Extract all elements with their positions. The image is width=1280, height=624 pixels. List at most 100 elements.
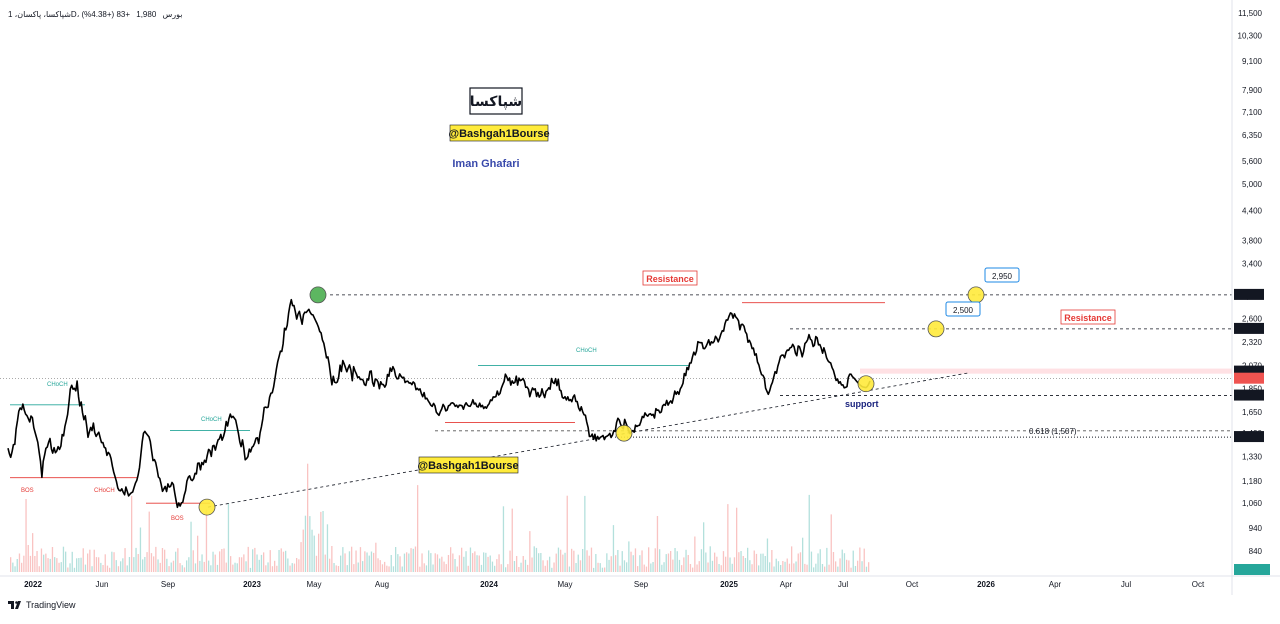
- volume-bar: [329, 558, 331, 572]
- volume-bar: [835, 561, 837, 572]
- volume-bar: [307, 463, 309, 572]
- volume-bar: [841, 549, 843, 572]
- volume-bar: [667, 553, 670, 572]
- volume-bar: [502, 506, 505, 572]
- volume-bar: [78, 558, 80, 572]
- volume-bar: [821, 564, 824, 572]
- volume-bar: [780, 565, 782, 572]
- volume-bar: [762, 553, 764, 572]
- choch-label-2: CHoCH: [201, 417, 222, 423]
- volume-bar: [436, 554, 439, 572]
- volume-bar: [179, 563, 181, 572]
- volume-bar: [337, 566, 340, 572]
- volume-bar: [238, 557, 241, 572]
- volume-bar: [659, 549, 661, 572]
- volume-bar: [731, 563, 733, 572]
- volume-bar: [269, 550, 271, 572]
- volume-bar: [621, 551, 623, 572]
- volume-bar: [219, 551, 221, 572]
- volume-bar: [628, 541, 630, 572]
- volume-bar: [606, 553, 608, 572]
- volume-bar: [582, 549, 584, 572]
- volume-bar: [830, 514, 832, 572]
- volume-bar: [599, 563, 601, 572]
- volume-bar: [648, 547, 650, 572]
- volume-bar: [597, 562, 599, 572]
- volume-bar: [562, 554, 564, 572]
- volume-bar: [432, 564, 434, 572]
- volume-bar: [197, 535, 199, 572]
- volume-bar: [29, 555, 32, 572]
- volume-bar: [612, 525, 615, 572]
- symbol-name[interactable]: شپاکسا، پاکسان، 1D، بورس: [8, 10, 183, 19]
- volume-bar: [623, 560, 626, 572]
- volume-bar: [747, 547, 749, 572]
- volume-bar: [716, 556, 718, 572]
- volume-bar: [313, 535, 315, 572]
- volume-bar: [216, 564, 219, 572]
- volume-bar: [498, 554, 500, 572]
- volume-bar: [47, 558, 49, 572]
- volume-bar: [645, 566, 648, 572]
- volume-bar: [771, 550, 773, 572]
- target-marker-2: [967, 286, 985, 304]
- volume-bar: [397, 554, 399, 572]
- volume-bar: [95, 557, 98, 572]
- volume-bar: [736, 507, 738, 572]
- bos-label-2: BOS: [171, 516, 184, 522]
- volume-bar: [51, 547, 54, 572]
- y-tick-label: 6,350: [1242, 131, 1263, 140]
- volume-bar: [113, 552, 115, 572]
- volume-bar: [476, 555, 478, 572]
- volume-bar: [793, 563, 795, 572]
- target-label-2: 2,950: [992, 272, 1013, 281]
- volume-bar: [718, 564, 720, 572]
- volume-bar: [12, 562, 14, 572]
- volume-bar: [538, 553, 540, 572]
- volume-bar: [452, 553, 454, 572]
- volume-bar: [403, 553, 406, 572]
- volume-bar: [82, 548, 84, 572]
- volume-bar: [161, 548, 164, 572]
- volume-bar: [150, 553, 153, 572]
- volume-bar: [302, 529, 304, 572]
- volume-bar: [665, 554, 667, 572]
- annotations: شپاکسا @Bashgah1Bourse Iman Ghafari @Bashga…: [21, 9, 1266, 589]
- symbol-box: [469, 87, 523, 115]
- volume-bar: [859, 547, 861, 572]
- bos-label-1: BOS: [21, 488, 34, 494]
- y-tick-label: 1,060: [1242, 499, 1263, 508]
- volume-bar: [234, 562, 236, 572]
- volume-bar: [289, 565, 291, 572]
- volume-bar: [406, 552, 408, 572]
- tradingview-logo-icon: [8, 601, 21, 609]
- volume-bar: [738, 552, 740, 572]
- volume-bar: [610, 556, 612, 572]
- volume-bar: [535, 547, 538, 572]
- channel-box-top: [449, 124, 549, 142]
- volume-tag-box: [1234, 564, 1270, 575]
- volume-bar: [320, 511, 322, 572]
- footer-brand[interactable]: TradingView: [8, 600, 76, 610]
- volume-bar: [832, 552, 835, 572]
- volume-bar: [27, 545, 29, 572]
- volume-bar: [758, 565, 760, 572]
- volume-bar: [14, 566, 16, 572]
- choch-label-4: CHoCH: [94, 488, 115, 494]
- drawing-lines: [0, 294, 1232, 508]
- volume-bar: [720, 565, 722, 572]
- volume-bar: [700, 549, 703, 572]
- volume-bar: [265, 565, 267, 572]
- volume-bar: [104, 554, 106, 572]
- tradingview-label: TradingView: [26, 600, 76, 610]
- volume-bar: [227, 503, 230, 572]
- volume-bar: [230, 556, 232, 572]
- volume-bar: [236, 563, 238, 572]
- volume-bar: [839, 558, 841, 572]
- volume-bar: [689, 564, 692, 572]
- volume-bar: [309, 516, 311, 572]
- volume-bar: [670, 551, 672, 572]
- volume-bar: [311, 529, 313, 572]
- volume-bar: [764, 556, 766, 572]
